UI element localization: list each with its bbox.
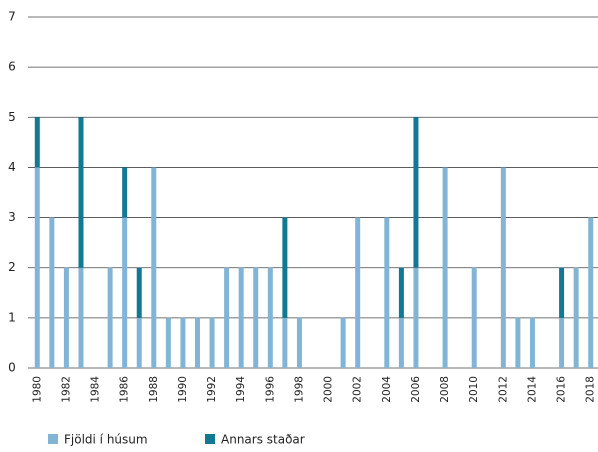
- legend-label: Fjöldi í húsum: [64, 433, 148, 447]
- bar-segment: [63, 267, 69, 368]
- x-tick-label: 2018: [585, 376, 597, 403]
- bar-segment: [78, 117, 84, 268]
- legend-label: Annars staðar: [221, 433, 305, 447]
- bar-segment: [471, 267, 477, 368]
- x-tick-label: 1990: [177, 376, 189, 403]
- bar-segment: [122, 217, 128, 368]
- bar-segment: [529, 317, 535, 368]
- bar-segment: [136, 317, 142, 368]
- x-tick-label: 2002: [352, 376, 364, 403]
- bar-segment: [34, 167, 40, 368]
- x-tick-label: 2016: [556, 376, 568, 403]
- x-tick-label: 2004: [381, 376, 393, 403]
- x-tick-label: 1986: [119, 376, 131, 403]
- bar-segment: [340, 317, 346, 368]
- x-tick-label: 1998: [293, 376, 305, 403]
- bar-segment: [151, 167, 157, 368]
- bar-segment: [34, 117, 40, 168]
- bar-segment: [442, 167, 448, 368]
- y-tick-label: 2: [8, 260, 16, 274]
- bar-segment: [122, 167, 128, 218]
- y-tick-label: 5: [8, 110, 16, 124]
- legend-swatch: [205, 434, 215, 444]
- bar-segment: [107, 267, 113, 368]
- legend-swatch: [48, 434, 58, 444]
- bar-segment: [282, 317, 288, 368]
- x-tick-label: 2014: [526, 376, 538, 403]
- x-tick-label: 2008: [439, 376, 451, 403]
- bar-segment: [209, 317, 215, 368]
- bar-segment: [180, 317, 186, 368]
- bar-segment: [282, 217, 288, 318]
- bar-segment: [136, 267, 142, 318]
- x-tick-label: 2000: [323, 376, 335, 403]
- bar-segment: [398, 317, 404, 368]
- x-tick-label: 1980: [31, 376, 43, 403]
- bar-segment: [238, 267, 244, 368]
- bar-segment: [515, 317, 521, 368]
- bar-segment: [165, 317, 171, 368]
- bar-segment: [413, 117, 419, 268]
- bar-segment: [500, 167, 506, 368]
- bar-segment: [413, 267, 419, 368]
- x-tick-label: 2010: [468, 376, 480, 403]
- x-tick-label: 1992: [206, 376, 218, 403]
- x-tick-label: 2006: [410, 376, 422, 403]
- y-tick-label: 4: [8, 160, 16, 174]
- bar-segment: [253, 267, 259, 368]
- y-tick-label: 7: [8, 10, 16, 24]
- x-tick-label: 1996: [264, 376, 276, 403]
- x-tick-label: 1994: [235, 376, 247, 403]
- bar-segment: [559, 267, 565, 318]
- bar-segment: [224, 267, 230, 368]
- bar-segment: [588, 217, 594, 368]
- bar-segment: [559, 317, 565, 368]
- bar-segment: [78, 267, 84, 368]
- y-tick-label: 6: [8, 60, 16, 74]
- bar-segment: [355, 217, 361, 368]
- bar-segment: [296, 317, 302, 368]
- y-tick-label: 1: [8, 310, 16, 324]
- y-tick-label: 3: [8, 210, 16, 224]
- x-tick-label: 2012: [497, 376, 509, 403]
- x-tick-label: 1984: [90, 376, 102, 403]
- bar-segment: [194, 317, 200, 368]
- y-tick-label: 0: [8, 361, 16, 375]
- x-tick-label: 1988: [148, 376, 160, 403]
- x-tick-label: 1982: [60, 376, 72, 403]
- bar-segment: [384, 217, 390, 368]
- bar-segment: [573, 267, 579, 368]
- bar-segment: [267, 267, 273, 368]
- bar-segment: [49, 217, 55, 368]
- bar-segment: [398, 267, 404, 318]
